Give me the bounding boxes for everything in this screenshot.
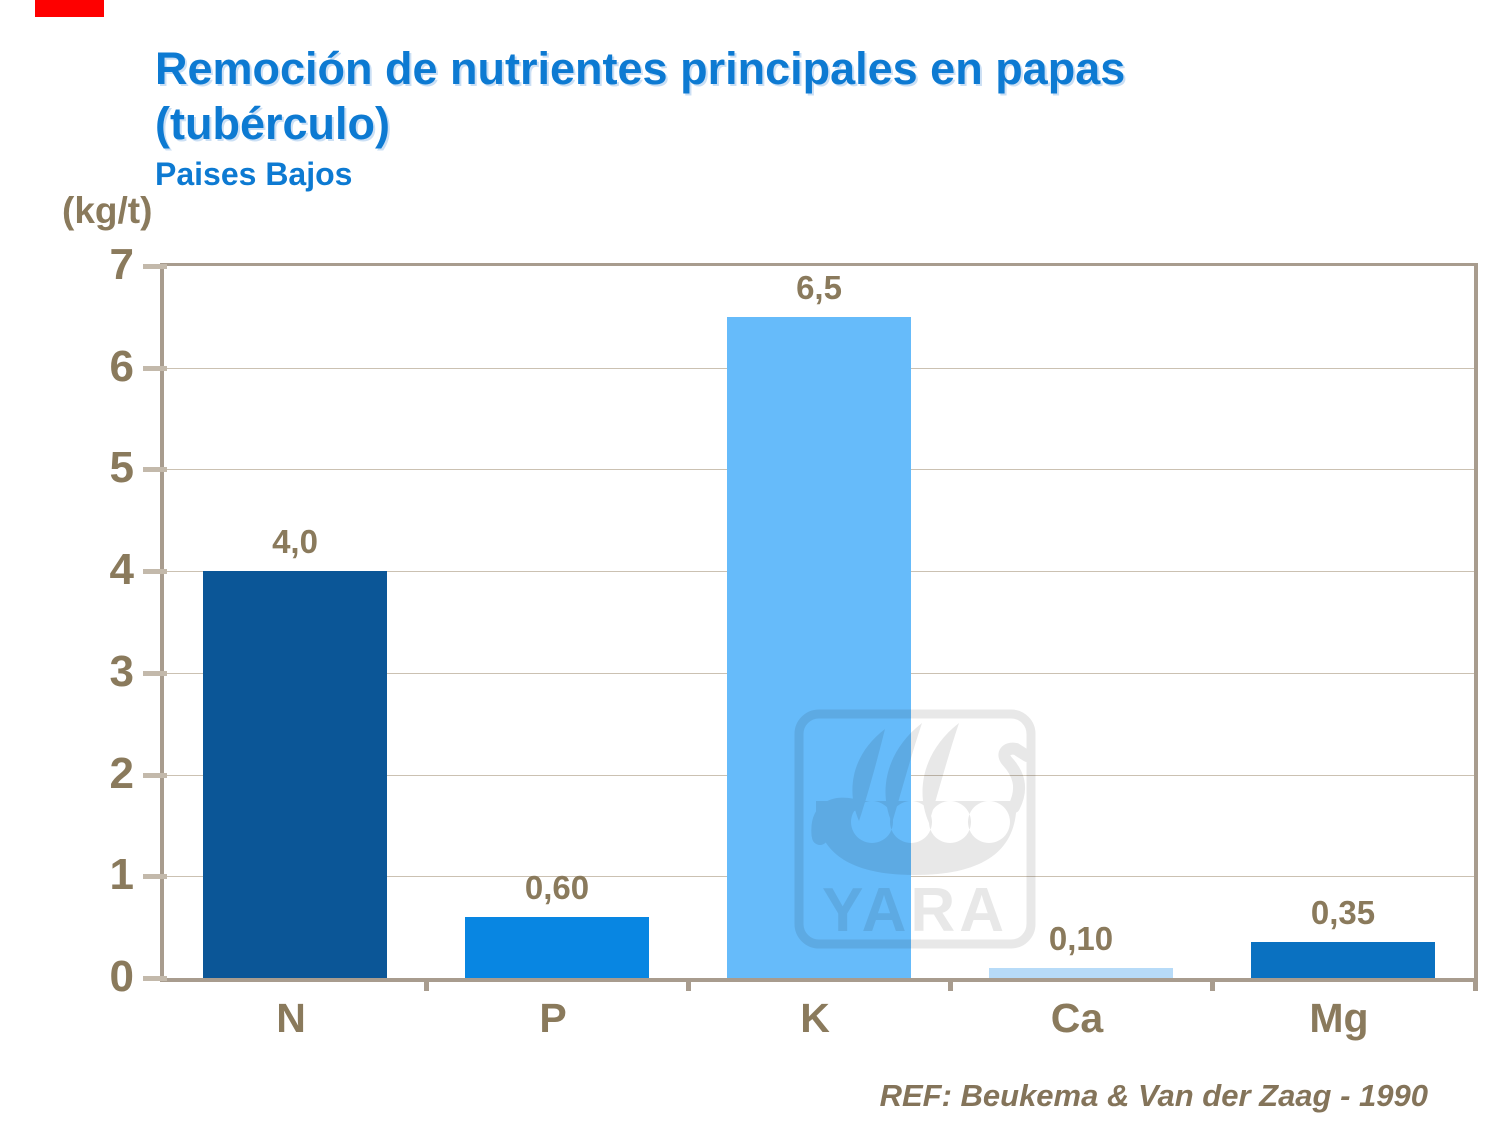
y-axis-tick	[143, 569, 167, 575]
yara-watermark: YARA	[794, 709, 1036, 949]
reference-citation: REF: Beukema & Van der Zaag - 1990	[879, 1078, 1428, 1113]
watermark-frame	[794, 709, 1036, 949]
y-axis-tick-label: 1	[109, 850, 134, 900]
x-axis-tick	[1473, 978, 1478, 991]
x-axis-label-Ca: Ca	[1050, 995, 1104, 1041]
y-axis-tick	[143, 670, 167, 676]
ship-stern-icon	[812, 829, 828, 845]
y-axis-unit-label: (kg/t)	[62, 190, 153, 231]
y-axis-tick-label: 4	[109, 545, 134, 595]
watermark-wordmark: YARA	[822, 876, 1008, 945]
x-axis-category-labels: N P K Ca Mg	[160, 995, 1478, 1045]
y-axis-tick	[143, 874, 167, 880]
y-axis-tick-label: 0	[109, 952, 134, 1001]
x-axis-label-Mg: Mg	[1309, 995, 1369, 1041]
y-axis-tick-label: 5	[109, 443, 134, 493]
title-block: Remoción de nutrientes principales en pa…	[155, 42, 1125, 193]
ship-hull-icon	[816, 801, 1016, 875]
x-axis-label-K: K	[800, 995, 830, 1041]
sail-icon	[852, 729, 885, 821]
bar-N	[203, 571, 387, 978]
bar-Mg	[1251, 942, 1435, 978]
sail-icon	[922, 723, 959, 823]
bar-chart-plot-area: YARA 0 1 2 3 4 5 6 7 4,0 0,60 6,5 0,10 0,35	[110, 240, 1478, 1001]
y-axis-tick	[143, 467, 167, 473]
x-axis-tick	[948, 978, 953, 991]
y-axis-tick	[143, 976, 167, 981]
y-axis-tick	[143, 772, 167, 778]
dragon-head-icon	[998, 742, 1033, 813]
y-axis-tick	[143, 264, 167, 269]
bar-value-label-N: 4,0	[272, 523, 318, 561]
sail-icon	[885, 723, 922, 823]
red-accent-bar	[35, 0, 104, 17]
bar-Ca	[989, 967, 1173, 978]
x-axis-tick	[1210, 978, 1215, 991]
bar-P	[465, 916, 649, 978]
title-line-1: Remoción de nutrientes principales en pa…	[155, 43, 1126, 94]
y-axis-tick	[143, 365, 167, 371]
y-axis-tick-label: 3	[109, 646, 134, 696]
y-axis-tick-label: 6	[109, 341, 134, 391]
bar-value-label-Mg: 0,35	[1310, 894, 1376, 932]
page-title: Remoción de nutrientes principales en pa…	[155, 42, 1125, 152]
x-axis-tick	[686, 978, 691, 991]
x-axis-label-N: N	[276, 995, 306, 1041]
x-axis-label-P: P	[539, 995, 567, 1041]
bar-value-label-K: 6,5	[796, 268, 842, 306]
x-axis-tick	[424, 978, 429, 991]
subtitle: Paises Bajos	[155, 155, 353, 192]
bar-value-label-Ca: 0,10	[1048, 919, 1114, 957]
title-line-2: (tubérculo)	[155, 97, 390, 149]
y-axis-tick-label: 7	[109, 240, 134, 289]
bar-value-label-P: 0,60	[524, 868, 590, 906]
y-axis-tick-label: 2	[109, 748, 134, 798]
